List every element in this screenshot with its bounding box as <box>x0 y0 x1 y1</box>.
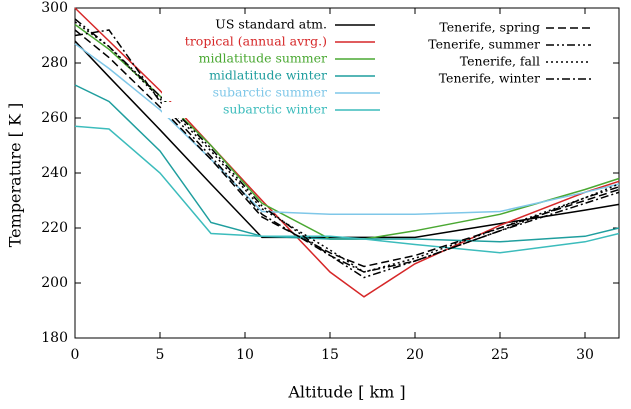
x-tick-label: 0 <box>71 347 80 363</box>
legend-bg <box>162 102 385 118</box>
legend-label: Tenerife, fall <box>460 54 540 69</box>
series-line <box>74 125 620 254</box>
x-tick-label: 5 <box>156 347 165 363</box>
x-tick-label: 15 <box>321 347 339 363</box>
legend-bg <box>375 71 596 87</box>
series-line <box>74 29 620 273</box>
legend-bg <box>162 68 385 84</box>
x-tick-label: 25 <box>491 347 509 363</box>
y-tick-label: 180 <box>41 330 68 346</box>
y-tick-label: 260 <box>41 110 68 126</box>
x-tick-label: 10 <box>236 347 254 363</box>
legend-label: subarctic summer <box>213 85 327 100</box>
legend-label: Tenerife, winter <box>439 71 540 86</box>
legend-label: subarctic winter <box>223 102 327 117</box>
x-tick-label: 30 <box>576 347 594 363</box>
legend-label: Tenerife, summer <box>428 37 540 52</box>
legend-label: Tenerife, spring <box>439 20 540 35</box>
y-tick-label: 280 <box>41 55 68 71</box>
legend-label: tropical (annual avrg.) <box>185 34 327 49</box>
legend-bg <box>375 20 596 36</box>
y-tick-label: 300 <box>41 0 68 16</box>
series-line <box>74 29 620 268</box>
series-line <box>74 7 620 298</box>
legend-label: US standard atm. <box>215 17 327 32</box>
series-line <box>74 84 620 243</box>
series-line <box>74 21 620 273</box>
legend-bg <box>375 37 596 53</box>
legend-label: midlatitude winter <box>209 68 327 83</box>
series-line <box>74 43 620 216</box>
y-tick-label: 240 <box>41 165 68 181</box>
legend-bg <box>162 85 385 101</box>
legend-label: midlatitude summer <box>199 51 327 66</box>
y-axis-label: Temperature [ K ] <box>6 103 25 248</box>
legend-bg <box>162 34 385 50</box>
y-tick-label: 200 <box>41 275 68 291</box>
y-tick-label: 220 <box>41 220 68 236</box>
legend-bg <box>162 17 385 33</box>
x-axis-label: Altitude [ km ] <box>287 383 405 402</box>
legend-bg <box>375 54 596 70</box>
x-tick-label: 20 <box>406 347 424 363</box>
legend-bg <box>162 51 385 67</box>
